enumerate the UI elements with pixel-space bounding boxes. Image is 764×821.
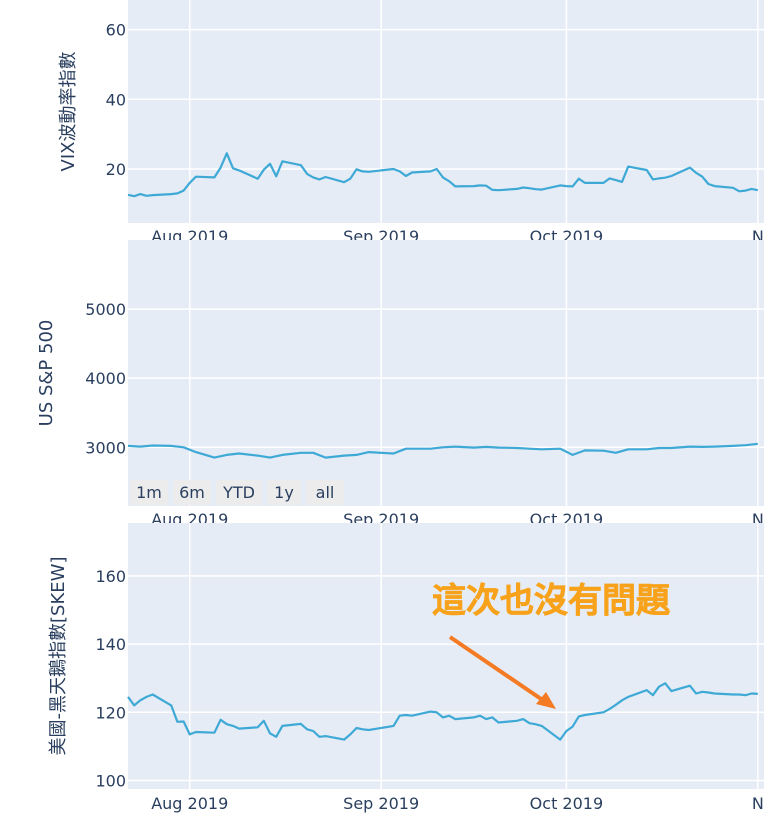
x-tick-label: Oct 2019 (530, 794, 603, 813)
range-button-ytd[interactable]: YTD (216, 480, 262, 505)
range-button-6m[interactable]: 6m (173, 480, 211, 505)
range-button-label: 6m (179, 483, 205, 502)
x-tick-label: N (752, 794, 764, 813)
y-axis-title: VIX波動率指數 (58, 52, 79, 172)
range-selector: 1m 6m YTD 1y all (130, 480, 344, 505)
x-tick-label: Aug 2019 (151, 794, 228, 813)
y-tick-label: 3000 (85, 438, 126, 457)
plot-area (128, 523, 764, 789)
y-tick-label: 5000 (85, 300, 126, 319)
range-button-label: 1m (136, 483, 162, 502)
y-tick-label: 160 (95, 567, 126, 586)
range-button-bg (267, 480, 301, 505)
y-axis-title: US S&P 500 (36, 320, 57, 427)
plot-area (128, 240, 764, 506)
annotation-text: 這次也沒有問題 (432, 581, 670, 621)
series-line (127, 442, 758, 459)
range-button-label: all (316, 483, 335, 502)
range-button-label: 1y (274, 483, 294, 502)
range-button-all[interactable]: all (306, 480, 344, 505)
annotation-arrow-shaft (448, 635, 549, 705)
x-tick-label: N (752, 510, 764, 529)
annotation-arrowhead (536, 692, 556, 709)
series-line (127, 682, 758, 741)
series-line (127, 152, 759, 198)
x-tick-label: Sep 2019 (343, 794, 419, 813)
range-button-bg (173, 480, 211, 505)
range-button-1y[interactable]: 1y (267, 480, 301, 505)
range-button-bg (216, 480, 262, 505)
range-button-bg (130, 480, 168, 505)
range-button-bg (306, 480, 344, 505)
y-tick-label: 20 (106, 160, 126, 179)
y-tick-label: 4000 (85, 369, 126, 388)
y-axis-title: 美國-黑天鵝指數[SKEW] (48, 557, 69, 756)
y-tick-label: 140 (95, 635, 126, 654)
y-tick-label: 120 (95, 703, 126, 722)
plot-area (128, 0, 764, 223)
y-tick-label: 60 (106, 21, 126, 40)
range-button-1m[interactable]: 1m (130, 480, 168, 505)
y-tick-label: 40 (106, 90, 126, 109)
annotation: 這次也沒有問題 (432, 581, 670, 709)
range-button-label: YTD (222, 483, 255, 502)
y-tick-label: 100 (95, 771, 126, 790)
skew-subplot: Aug 2019 Sep 2019 Oct 2019 N 100 120 140 160 美國-… (48, 523, 764, 813)
sp500-subplot: Aug 2019 Sep 2019 Oct 2019 N300040005000US … (36, 240, 764, 529)
x-tick-label: N (752, 227, 764, 246)
